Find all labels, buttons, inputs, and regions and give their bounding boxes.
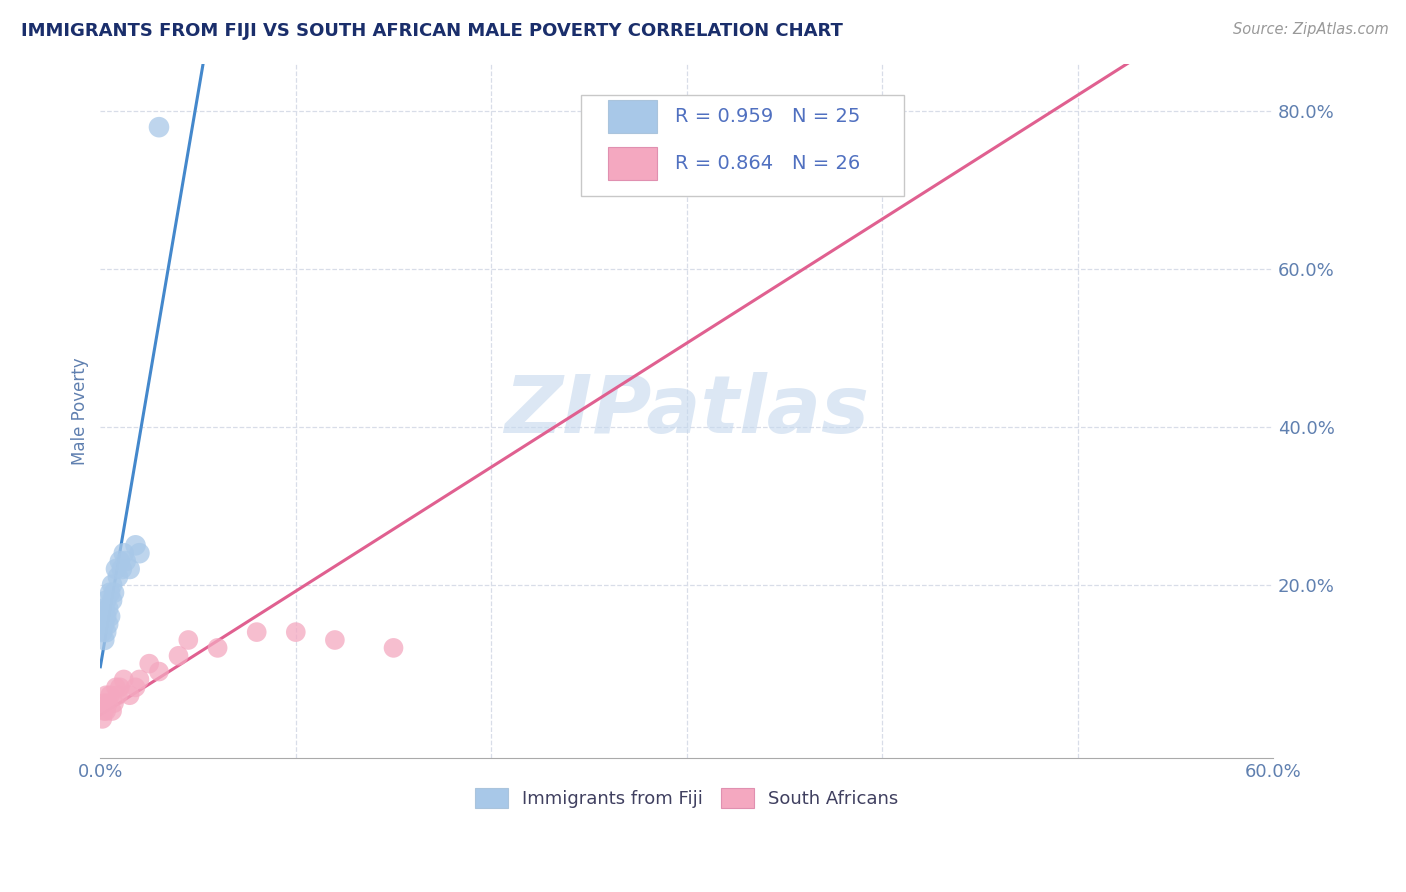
Text: Source: ZipAtlas.com: Source: ZipAtlas.com bbox=[1233, 22, 1389, 37]
Point bbox=[323, 632, 346, 647]
Point bbox=[118, 688, 141, 702]
Point bbox=[101, 578, 124, 592]
Point bbox=[167, 648, 190, 663]
Legend: Immigrants from Fiji, South Africans: Immigrants from Fiji, South Africans bbox=[468, 780, 905, 815]
Point bbox=[148, 665, 170, 679]
Point bbox=[128, 546, 150, 560]
Point bbox=[96, 609, 118, 624]
Point bbox=[124, 538, 146, 552]
Point bbox=[98, 585, 121, 599]
Point bbox=[284, 625, 307, 640]
Point bbox=[108, 554, 131, 568]
Point bbox=[103, 585, 125, 599]
FancyBboxPatch shape bbox=[581, 95, 904, 196]
Point bbox=[114, 554, 136, 568]
Point bbox=[103, 696, 125, 710]
Bar bbox=[609, 146, 658, 180]
Point bbox=[124, 681, 146, 695]
Point bbox=[107, 688, 129, 702]
Point bbox=[111, 562, 134, 576]
Text: R = 0.959: R = 0.959 bbox=[675, 107, 773, 126]
Point bbox=[118, 562, 141, 576]
Point bbox=[98, 688, 121, 702]
Point bbox=[138, 657, 160, 671]
Point bbox=[104, 681, 127, 695]
Point bbox=[128, 673, 150, 687]
Point bbox=[93, 696, 115, 710]
Point bbox=[93, 617, 115, 632]
Point bbox=[97, 617, 120, 632]
Point bbox=[832, 160, 855, 174]
Text: ZIPatlas: ZIPatlas bbox=[505, 372, 869, 450]
Point bbox=[96, 688, 118, 702]
Point bbox=[93, 632, 115, 647]
Point bbox=[246, 625, 269, 640]
Point bbox=[107, 570, 129, 584]
Point bbox=[104, 562, 127, 576]
Point bbox=[101, 704, 124, 718]
Point bbox=[112, 673, 135, 687]
Point bbox=[91, 712, 114, 726]
Point bbox=[91, 625, 114, 640]
Point bbox=[96, 625, 118, 640]
Point bbox=[97, 696, 120, 710]
Point bbox=[96, 704, 118, 718]
Point bbox=[93, 704, 115, 718]
Point bbox=[112, 546, 135, 560]
Point bbox=[207, 640, 229, 655]
Point bbox=[148, 120, 170, 135]
Text: N = 26: N = 26 bbox=[792, 153, 860, 173]
Text: R = 0.864: R = 0.864 bbox=[675, 153, 773, 173]
Point bbox=[98, 609, 121, 624]
Text: N = 25: N = 25 bbox=[792, 107, 860, 126]
Point bbox=[93, 601, 115, 615]
Point bbox=[101, 593, 124, 607]
Point bbox=[382, 640, 405, 655]
Point bbox=[108, 681, 131, 695]
Point bbox=[97, 601, 120, 615]
Bar bbox=[609, 100, 658, 133]
Y-axis label: Male Poverty: Male Poverty bbox=[72, 358, 89, 465]
Point bbox=[177, 632, 200, 647]
Text: IMMIGRANTS FROM FIJI VS SOUTH AFRICAN MALE POVERTY CORRELATION CHART: IMMIGRANTS FROM FIJI VS SOUTH AFRICAN MA… bbox=[21, 22, 844, 40]
Point bbox=[96, 593, 118, 607]
Point bbox=[91, 609, 114, 624]
